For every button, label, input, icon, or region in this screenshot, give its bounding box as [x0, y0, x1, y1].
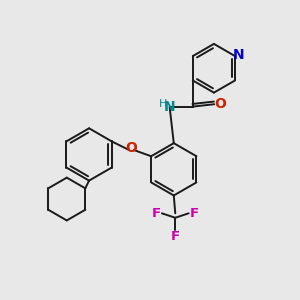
Text: O: O — [214, 97, 226, 111]
Text: H: H — [159, 99, 167, 109]
Text: F: F — [152, 207, 161, 220]
Text: F: F — [171, 230, 180, 243]
Text: F: F — [189, 207, 199, 220]
Text: O: O — [125, 141, 137, 155]
Text: N: N — [164, 100, 176, 114]
Text: N: N — [233, 48, 245, 62]
